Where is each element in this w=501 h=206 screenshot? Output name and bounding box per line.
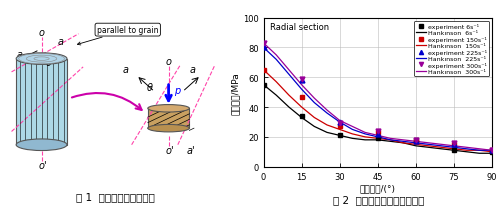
Bar: [147, 109, 189, 129]
Text: parallel to grain: parallel to grain: [77, 26, 158, 46]
X-axis label: 加载方向/(°): 加载方向/(°): [359, 183, 395, 192]
Text: o: o: [165, 56, 171, 66]
Text: a': a': [187, 145, 195, 155]
Ellipse shape: [16, 54, 67, 65]
Ellipse shape: [16, 139, 67, 151]
Ellipse shape: [147, 125, 189, 132]
Text: a: a: [189, 64, 195, 75]
Text: o: o: [38, 28, 44, 38]
Ellipse shape: [147, 105, 189, 112]
Text: a: a: [122, 64, 128, 75]
Text: o': o': [165, 145, 173, 155]
Text: a: a: [16, 50, 22, 60]
Text: a: a: [58, 36, 64, 47]
Text: θ: θ: [146, 83, 152, 93]
Bar: [16, 59, 67, 145]
Legend: experiment 6s⁻¹, Hankınson  6s⁻¹, experiment 150s⁻¹, Hankınson  150s⁻¹, experime: experiment 6s⁻¹, Hankınson 6s⁻¹, experim…: [413, 22, 488, 76]
Text: Radial section: Radial section: [270, 23, 329, 32]
Text: 图 2  屈服强度与加载方向关系: 图 2 屈服强度与加载方向关系: [333, 194, 424, 204]
Text: θ: θ: [46, 58, 52, 68]
Text: o': o': [38, 160, 47, 170]
Text: 图 1  试件取材方向示意图: 图 1 试件取材方向示意图: [76, 191, 155, 201]
Y-axis label: 屈服强度/MPa: 屈服强度/MPa: [230, 71, 239, 114]
Text: p: p: [174, 86, 180, 96]
